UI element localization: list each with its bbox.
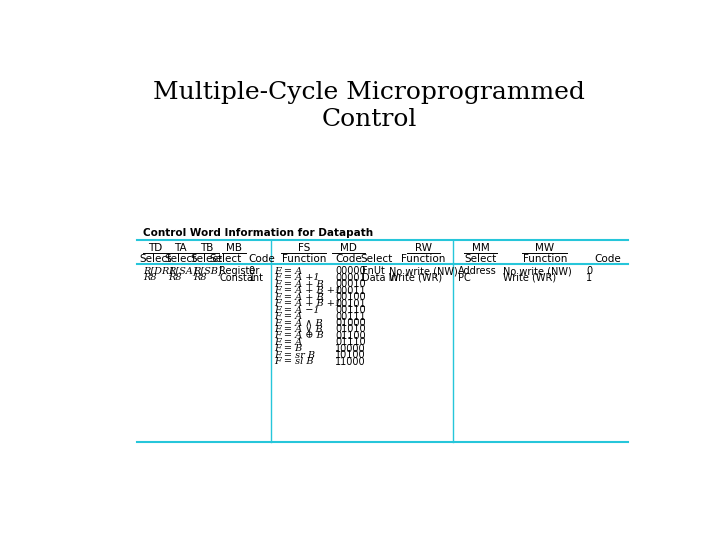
Text: F = B: F = B: [274, 345, 302, 353]
Text: F = A ∨ B: F = A ∨ B: [274, 325, 323, 334]
Text: Code: Code: [248, 254, 275, 264]
Text: MD: MD: [340, 243, 357, 253]
Text: F = A + B +1: F = A + B +1: [274, 286, 341, 295]
Text: 1: 1: [586, 273, 593, 282]
Text: Write (WR): Write (WR): [389, 273, 441, 282]
Text: Select: Select: [360, 254, 392, 264]
Text: 01000: 01000: [335, 318, 366, 328]
Text: Function: Function: [282, 254, 326, 264]
Text: F = sr B: F = sr B: [274, 351, 315, 360]
Text: 0: 0: [586, 266, 593, 276]
Text: 00111: 00111: [335, 312, 366, 321]
Text: 00000: 00000: [335, 266, 366, 276]
Text: 00101: 00101: [335, 299, 366, 309]
Text: Constant: Constant: [220, 273, 264, 282]
Text: TA: TA: [174, 243, 187, 253]
Text: 10100: 10100: [335, 350, 366, 360]
Text: 01010: 01010: [335, 325, 366, 334]
Text: F = A: F = A: [274, 267, 302, 275]
Text: No write (NW): No write (NW): [389, 266, 457, 276]
Text: RW: RW: [415, 243, 432, 253]
Text: Select: Select: [210, 254, 242, 264]
Text: MW: MW: [535, 243, 554, 253]
Text: Select: Select: [165, 254, 197, 264]
Text: FS: FS: [297, 243, 310, 253]
Text: Code: Code: [335, 254, 361, 264]
Text: F = A + B: F = A + B: [274, 280, 324, 289]
Text: 00001: 00001: [335, 273, 366, 282]
Text: F = A ⊕ B: F = A ⊕ B: [274, 332, 324, 340]
Text: F = A + B̅ +1: F = A + B̅ +1: [274, 299, 341, 308]
Text: Control Word Information for Datapath: Control Word Information for Datapath: [143, 228, 373, 238]
Text: Code: Code: [595, 254, 621, 264]
Text: R8: R8: [143, 273, 157, 282]
Text: F = A +1: F = A +1: [274, 273, 320, 282]
Text: 01100: 01100: [335, 331, 366, 341]
Text: F = A: F = A: [274, 312, 302, 321]
Text: Select: Select: [464, 254, 497, 264]
Text: 1: 1: [248, 273, 255, 282]
Text: R[SA]: R[SA]: [168, 267, 197, 275]
Text: Multiple-Cycle Microprogrammed
Control: Multiple-Cycle Microprogrammed Control: [153, 82, 585, 131]
Text: TD: TD: [148, 243, 163, 253]
Text: PC: PC: [459, 273, 471, 282]
Text: F = A ∧ B: F = A ∧ B: [274, 319, 323, 328]
Text: 00100: 00100: [335, 292, 366, 302]
Text: F = A̅: F = A̅: [274, 338, 302, 347]
Text: 01110: 01110: [335, 338, 366, 347]
Text: Function: Function: [523, 254, 567, 264]
Text: F = A + B̅: F = A + B̅: [274, 293, 324, 302]
Text: 00011: 00011: [335, 286, 366, 296]
Text: Register: Register: [220, 266, 260, 276]
Text: R[SB]: R[SB]: [193, 267, 222, 275]
Text: 00110: 00110: [335, 305, 366, 315]
Text: FnUt: FnUt: [362, 266, 385, 276]
Text: No write (NW): No write (NW): [503, 266, 572, 276]
Text: Address: Address: [459, 266, 497, 276]
Text: Data In: Data In: [362, 273, 398, 282]
Text: MB: MB: [226, 243, 242, 253]
Text: 10000: 10000: [335, 344, 366, 354]
Text: MM: MM: [472, 243, 490, 253]
Text: Select: Select: [190, 254, 222, 264]
Text: Select: Select: [140, 254, 171, 264]
Text: TB: TB: [199, 243, 213, 253]
Text: Function: Function: [402, 254, 446, 264]
Text: R8: R8: [193, 273, 207, 282]
Text: 0: 0: [248, 266, 255, 276]
Text: 11000: 11000: [335, 357, 366, 367]
Text: R[DR]: R[DR]: [143, 267, 173, 275]
Text: Write (WR): Write (WR): [503, 273, 556, 282]
Text: F = A −1: F = A −1: [274, 306, 320, 315]
Text: F = sl B: F = sl B: [274, 357, 314, 366]
Text: R8: R8: [168, 273, 181, 282]
Text: 00010: 00010: [335, 279, 366, 289]
